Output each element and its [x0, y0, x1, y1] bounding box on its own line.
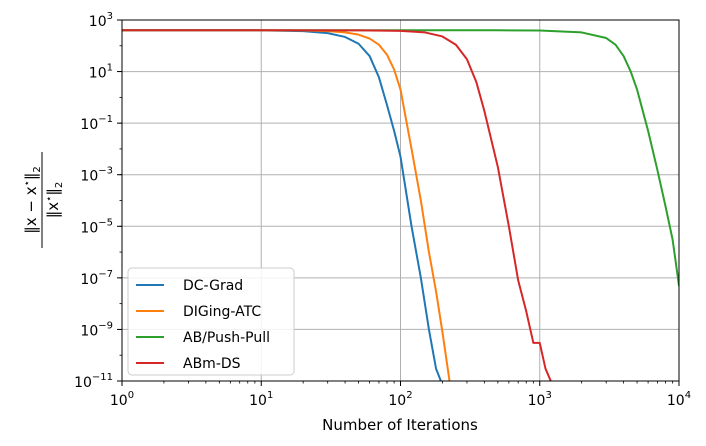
y-tick-label-exponent: −7	[98, 269, 113, 280]
y-axis-label-denominator: ‖x⋆‖2	[44, 182, 65, 219]
x-tick-label-exponent: 3	[545, 390, 551, 401]
y-tick-label-exponent: 1	[107, 63, 113, 74]
legend-label: AB/Push-Pull	[183, 330, 270, 346]
x-tick-label: 101	[249, 390, 273, 409]
y-tick-label: 10−7	[80, 269, 113, 288]
legend-box	[127, 267, 295, 376]
y-tick-label-base: 10	[89, 66, 107, 82]
y-tick-label-exponent: −9	[98, 320, 113, 331]
x-tick-label-base: 10	[528, 393, 546, 409]
y-tick-label: 101	[89, 63, 113, 82]
y-tick-label-base: 10	[89, 14, 107, 30]
x-tick-label: 104	[667, 390, 691, 409]
y-axis-label: ‖x − x⋆‖2 ‖x⋆‖2	[22, 152, 65, 248]
x-axis-label: Number of Iterations	[322, 416, 478, 434]
y-tick-label: 10−9	[80, 320, 113, 339]
series-line-ab-push-pull	[122, 29, 679, 287]
y-tick-label-exponent: 3	[107, 11, 113, 22]
y-axis-label-numerator: ‖x − x⋆‖2	[22, 166, 43, 234]
y-tick-label-base: 10	[80, 169, 98, 185]
y-tick-label: 103	[89, 11, 113, 30]
x-tick-label-exponent: 4	[685, 390, 691, 401]
y-tick-label-base: 10	[80, 220, 98, 236]
y-tick-label-exponent: −1	[98, 114, 113, 125]
x-tick-label: 103	[528, 390, 552, 409]
y-tick-label: 10−5	[80, 217, 113, 236]
x-tick-label: 100	[110, 390, 134, 409]
x-tick-label-exponent: 0	[128, 390, 134, 401]
x-tick-label-base: 10	[388, 393, 406, 409]
legend-label: DIGing-ATC	[183, 304, 261, 320]
x-tick-label-base: 10	[667, 393, 685, 409]
y-tick-label-base: 10	[80, 323, 98, 339]
x-tick-label-base: 10	[110, 393, 128, 409]
series-lines	[122, 29, 679, 381]
y-tick-label-exponent: −11	[92, 372, 113, 383]
x-tick-label-base: 10	[249, 393, 267, 409]
y-tick-label-exponent: −5	[98, 217, 113, 228]
legend: DC-Grad DIGing-ATC AB/Push-Pull ABm-DS	[127, 267, 295, 376]
y-tick-label-base: 10	[80, 272, 98, 288]
y-tick-label: 10−1	[80, 114, 113, 133]
y-tick-label: 10−3	[80, 166, 113, 185]
legend-label: ABm-DS	[183, 356, 241, 372]
legend-label: DC-Grad	[183, 278, 243, 294]
x-tick-label-exponent: 1	[267, 390, 273, 401]
y-tick-label: 10−11	[74, 372, 113, 391]
x-axis-ticks: 100 101 102 103 104	[110, 381, 691, 409]
x-tick-label: 102	[388, 390, 412, 409]
y-tick-label-base: 10	[74, 375, 92, 391]
series-line-abm-ds	[122, 29, 552, 381]
y-tick-label-exponent: −3	[98, 166, 113, 177]
y-tick-label-base: 10	[80, 117, 98, 133]
x-tick-label-exponent: 2	[406, 390, 412, 401]
